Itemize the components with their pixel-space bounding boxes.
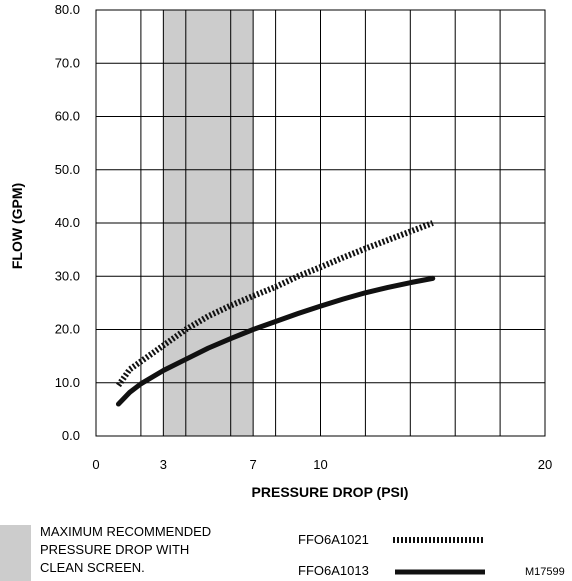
grid-layer [95, 9, 546, 437]
x-tick-label: 0 [92, 457, 99, 472]
plot-frame [95, 9, 546, 437]
figure-code: M17599 [525, 566, 565, 578]
y-tick-label: 60.0 [55, 109, 80, 124]
x-tick-label: 3 [160, 457, 167, 472]
x-tick-label: 20 [538, 457, 552, 472]
y-tick-label: 10.0 [55, 375, 80, 390]
x-tick-label: 7 [250, 457, 257, 472]
y-tick-label: 40.0 [55, 215, 80, 230]
y-tick-label: 30.0 [55, 268, 80, 283]
y-tick-label: 20.0 [55, 322, 80, 337]
legend-band-label-line-2: PRESSURE DROP WITH [40, 542, 189, 557]
legend-band-label-line-3: CLEAN SCREEN. [40, 560, 145, 575]
y-axis-title: FLOW (GPM) [9, 183, 25, 269]
legend: MAXIMUM RECOMMENDED PRESSURE DROP WITH C… [0, 524, 565, 581]
legend-series-solid-label: FFO6A1013 [298, 563, 369, 578]
legend-band-label-line-1: MAXIMUM RECOMMENDED [40, 524, 211, 539]
y-tick-label: 0.0 [62, 428, 80, 443]
legend-band-swatch [0, 525, 31, 581]
y-tick-label: 80.0 [55, 2, 80, 17]
legend-series-dotted-label: FFO6A1021 [298, 532, 369, 547]
series-layer [115, 220, 436, 407]
y-tick-label: 50.0 [55, 162, 80, 177]
tick-label-layer: 0.0 10.0 20.0 30.0 40.0 50.0 60.0 70.0 80.0 0 3 7 10… [55, 2, 553, 472]
x-axis-title: PRESSURE DROP (PSI) [252, 484, 409, 500]
series-line-dotted [115, 220, 434, 388]
x-tick-label: 10 [313, 457, 327, 472]
y-tick-label: 70.0 [55, 55, 80, 70]
series-line-solid [115, 275, 436, 407]
